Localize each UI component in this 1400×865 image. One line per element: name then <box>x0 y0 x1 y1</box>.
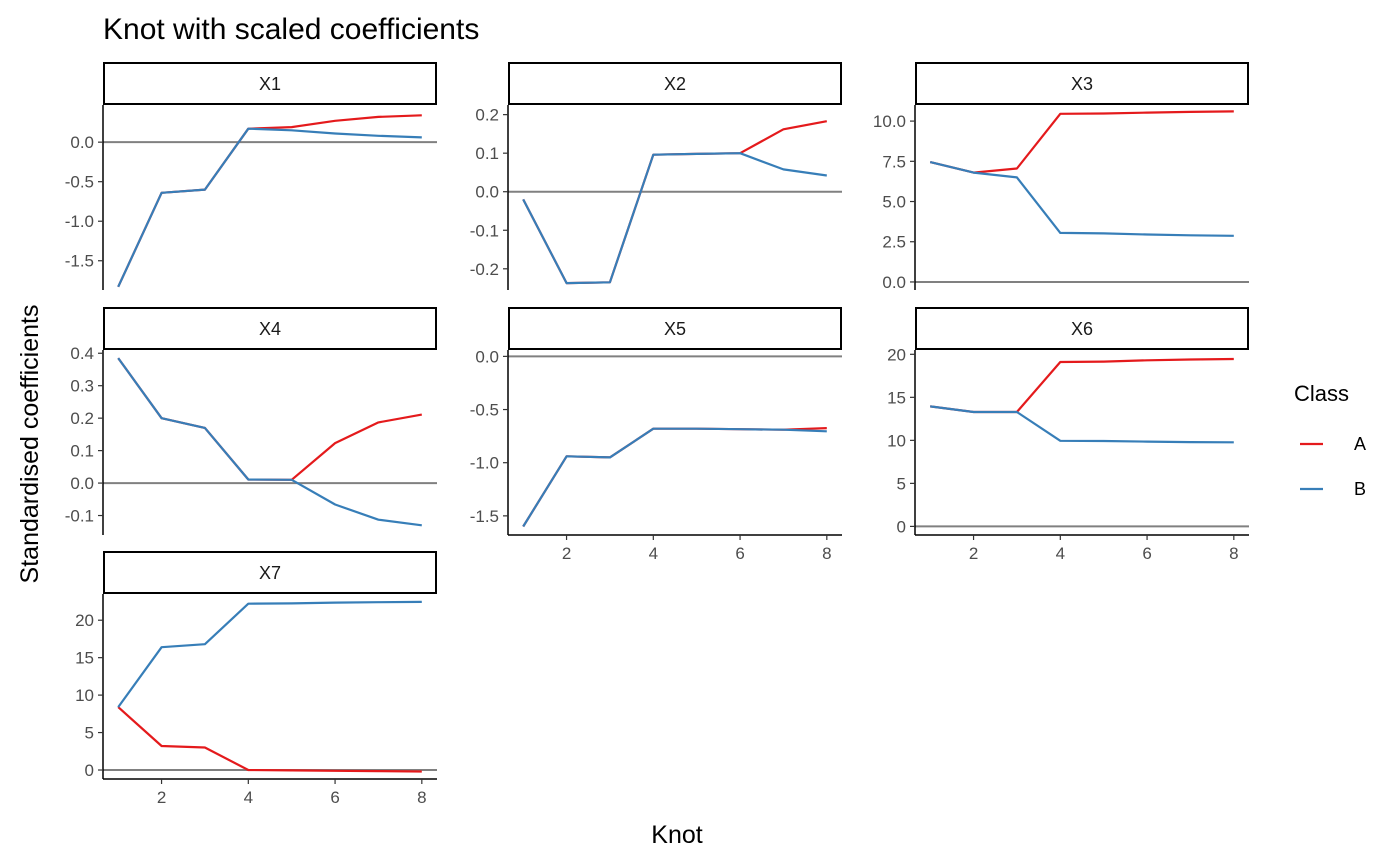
series-line-x4-b <box>117 357 422 527</box>
y-tick-label-x6-3: 5 <box>897 474 906 493</box>
series-line-x5-b <box>522 427 827 528</box>
x-tick-label-x6-8: 8 <box>1229 544 1238 563</box>
y-tick-label-x4-4: 0.0 <box>70 474 94 493</box>
panel-x1: X1 0.0 -0.5 -1.0 -1.5 <box>65 62 437 290</box>
x-tick-label-x7-2: 2 <box>157 788 166 807</box>
strip-x4 <box>103 307 437 350</box>
series-line-x7-b <box>117 600 422 708</box>
facet-panels: X1 0.0 -0.5 -1.0 -1.5 X2 0.2 0.1 0.0 -0.1 -0.2 X3 10… <box>65 62 1249 807</box>
strip-label-x3: X3 <box>1071 74 1093 94</box>
series-line-x3-b <box>929 161 1234 237</box>
y-tick-label-x2-0: 0.2 <box>475 106 499 125</box>
series-line-x5-a <box>522 427 827 528</box>
x-tick-label-x7-4: 4 <box>244 788 253 807</box>
y-tick-label-x6-4: 0 <box>897 517 906 536</box>
series-line-x6-a <box>930 357 1234 414</box>
y-tick-label-x4-1: 0.3 <box>70 377 94 396</box>
strip-x1 <box>103 62 437 105</box>
y-axis-title: Standardised coefficients <box>16 305 44 584</box>
series-line-x1-a <box>117 114 422 288</box>
strip-label-x5: X5 <box>664 319 686 339</box>
strip-x6 <box>915 307 1249 350</box>
x-tick-label-x6-6: 6 <box>1142 544 1151 563</box>
panel-x7: X7 20 15 10 5 0 2 4 6 8 <box>75 551 437 807</box>
legend: Class A B <box>1294 381 1366 499</box>
strip-x3 <box>915 62 1249 105</box>
panel-x4: X4 0.4 0.3 0.2 0.1 0.0 -0.1 <box>65 307 437 535</box>
y-tick-label-x5-3: -1.5 <box>470 507 499 526</box>
y-tick-label-x7-3: 5 <box>85 724 94 743</box>
y-tick-label-x2-3: -0.1 <box>470 221 499 240</box>
y-tick-label-x7-0: 20 <box>75 611 94 630</box>
y-tick-label-x2-4: -0.2 <box>470 260 499 279</box>
x-axis-title: Knot <box>651 821 702 849</box>
x-tick-label-x6-2: 2 <box>969 544 978 563</box>
y-tick-label-x7-2: 10 <box>75 686 94 705</box>
strip-x7 <box>103 551 437 594</box>
series-line-x2-b <box>522 152 827 285</box>
y-tick-label-x7-4: 0 <box>85 761 94 780</box>
y-tick-label-x4-5: -0.1 <box>65 507 94 526</box>
y-tick-label-x4-2: 0.2 <box>70 409 94 428</box>
panel-x6: X6 20 15 10 5 0 2 4 6 8 <box>887 307 1249 563</box>
strip-label-x2: X2 <box>664 74 686 94</box>
panel-x2: X2 0.2 0.1 0.0 -0.1 -0.2 <box>470 62 842 290</box>
strip-x5 <box>508 307 842 350</box>
x-tick-label-x7-6: 6 <box>330 788 339 807</box>
strip-x2 <box>508 62 842 105</box>
y-tick-label-x5-2: -1.0 <box>470 454 499 473</box>
y-tick-label-x3-3: 2.5 <box>882 233 906 252</box>
y-tick-label-x5-0: 0.0 <box>475 347 499 366</box>
y-tick-label-x6-0: 20 <box>887 345 906 364</box>
x-tick-label-x5-2: 2 <box>562 544 571 563</box>
panel-x3: X3 10.0 7.5 5.0 2.5 0.0 <box>873 62 1249 292</box>
y-tick-label-x1-3: -1.5 <box>65 252 94 271</box>
y-tick-label-x3-1: 7.5 <box>882 152 906 171</box>
strip-label-x1: X1 <box>259 74 281 94</box>
strip-label-x7: X7 <box>259 563 281 583</box>
x-tick-label-x6-4: 4 <box>1056 544 1065 563</box>
y-tick-label-x2-2: 0.0 <box>475 183 499 202</box>
x-tick-label-x5-4: 4 <box>649 544 658 563</box>
y-tick-label-x3-2: 5.0 <box>882 193 906 212</box>
y-tick-label-x4-3: 0.1 <box>70 442 94 461</box>
y-tick-label-x6-1: 15 <box>887 388 906 407</box>
y-tick-label-x1-1: -0.5 <box>65 173 94 192</box>
y-tick-label-x1-0: 0.0 <box>70 133 94 152</box>
series-line-x7-a <box>117 706 422 773</box>
legend-label-b: B <box>1354 479 1366 499</box>
x-tick-label-x5-8: 8 <box>822 544 831 563</box>
y-tick-label-x3-4: 0.0 <box>882 273 906 292</box>
y-tick-label-x5-1: -0.5 <box>470 401 499 420</box>
series-line-x1-b <box>117 127 422 288</box>
y-tick-label-x4-0: 0.4 <box>70 344 94 363</box>
series-line-x6-b <box>930 405 1234 444</box>
legend-title: Class <box>1294 381 1349 406</box>
y-tick-label-x3-0: 10.0 <box>873 112 906 131</box>
x-tick-label-x5-6: 6 <box>735 544 744 563</box>
panel-x5: X5 0.0 -0.5 -1.0 -1.5 2 4 6 8 <box>470 307 842 563</box>
y-tick-label-x1-2: -1.0 <box>65 212 94 231</box>
chart-title: Knot with scaled coefficients <box>103 13 479 46</box>
legend-label-a: A <box>1354 434 1366 454</box>
y-tick-label-x7-1: 15 <box>75 649 94 668</box>
series-line-x3-a <box>929 110 1234 174</box>
strip-label-x6: X6 <box>1071 319 1093 339</box>
y-tick-label-x2-1: 0.1 <box>475 144 499 163</box>
x-tick-label-x7-8: 8 <box>417 788 426 807</box>
series-line-x2-a <box>522 120 828 285</box>
y-tick-label-x6-2: 10 <box>887 431 906 450</box>
strip-label-x4: X4 <box>259 319 281 339</box>
